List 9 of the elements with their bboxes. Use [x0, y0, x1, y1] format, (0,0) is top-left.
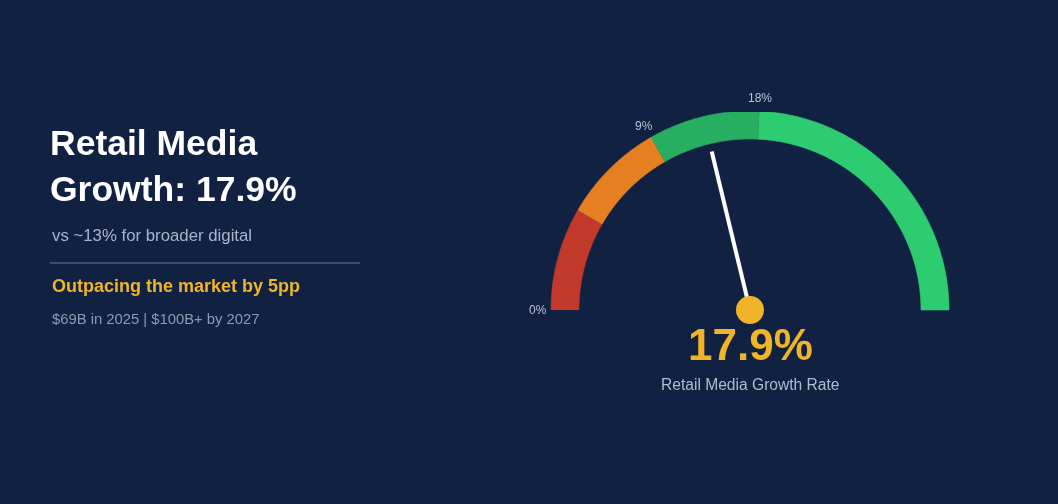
- slice-label: 9%: [635, 119, 653, 133]
- text: Retail Media Growth: 17.9%: [50, 123, 297, 210]
- text: Retail Media Growth Rate: [661, 376, 840, 393]
- text: 17.9%: [688, 320, 813, 369]
- text: Outpacing the market by 5pp: [52, 276, 301, 296]
- text: $69B in 2025 | $100B+ by 2027: [52, 311, 260, 327]
- slice-label: 18%: [748, 91, 773, 105]
- slice-label: 0%: [529, 303, 547, 317]
- text: vs ~13% for broader digital: [52, 226, 253, 245]
